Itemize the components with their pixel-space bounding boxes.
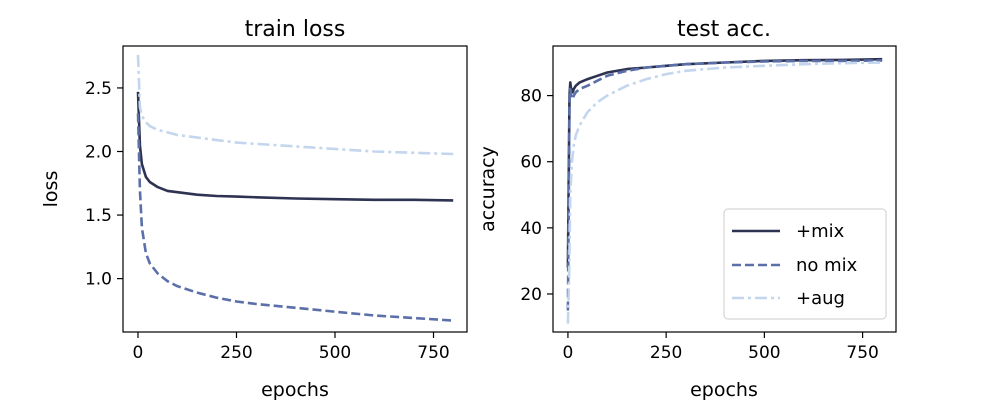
legend-label-aug: +aug bbox=[796, 288, 845, 309]
train-loss-xtick-label: 500 bbox=[319, 343, 351, 363]
train-loss-panel: train loss 0 250 500 750 1.0 1.5 2.0 2.5 epoch… bbox=[40, 17, 468, 401]
legend-frame bbox=[723, 208, 887, 320]
test-acc-title: test acc. bbox=[677, 17, 771, 42]
train-loss-xlabel: epochs bbox=[261, 379, 329, 401]
train-loss-y-ticks: 1.0 1.5 2.0 2.5 bbox=[85, 79, 123, 290]
test-acc-series bbox=[566, 57, 883, 324]
test-acc-x-ticks: 0 250 500 750 bbox=[563, 332, 879, 363]
train-loss-series-no-mix bbox=[136, 113, 454, 322]
test-acc-panel: test acc. 0 250 500 750 20 40 60 80 epochs acc… bbox=[477, 17, 897, 401]
train-loss-ytick-label: 2.0 bbox=[85, 143, 112, 163]
train-loss-x-ticks: 0 250 500 750 bbox=[133, 332, 450, 363]
test-acc-ytick-label: 80 bbox=[520, 87, 542, 107]
test-acc-ytick-label: 40 bbox=[520, 219, 542, 239]
train-loss-xtick-label: 250 bbox=[220, 343, 252, 363]
test-acc-ytick-label: 20 bbox=[520, 285, 542, 305]
test-acc-ytick-label: 60 bbox=[520, 153, 542, 173]
train-loss-series bbox=[136, 54, 454, 322]
legend-label-no-mix: no mix bbox=[796, 255, 858, 276]
train-loss-ytick-label: 1.5 bbox=[85, 206, 112, 226]
test-acc-series-mix bbox=[566, 57, 883, 268]
test-acc-y-ticks: 20 40 60 80 bbox=[520, 87, 553, 305]
train-loss-ytick-label: 1.0 bbox=[85, 270, 112, 290]
train-loss-title: train loss bbox=[245, 17, 346, 42]
train-loss-xtick-label: 0 bbox=[133, 343, 144, 363]
test-acc-xtick-label: 500 bbox=[748, 343, 780, 363]
test-acc-series-no-mix bbox=[566, 59, 883, 311]
test-acc-axes-frame bbox=[552, 45, 897, 333]
train-loss-xtick-label: 750 bbox=[417, 343, 449, 363]
test-acc-xtick-label: 750 bbox=[846, 343, 878, 363]
test-acc-xtick-label: 250 bbox=[650, 343, 682, 363]
test-acc-xtick-label: 0 bbox=[563, 343, 574, 363]
train-loss-axes-frame bbox=[122, 45, 468, 333]
train-loss-series-aug bbox=[136, 54, 454, 156]
test-acc-series-aug bbox=[566, 61, 883, 324]
train-loss-ytick-label: 2.5 bbox=[85, 79, 112, 99]
train-loss-series-mix bbox=[136, 91, 454, 202]
train-loss-ylabel: loss bbox=[40, 171, 62, 208]
legend-label-mix: +mix bbox=[796, 221, 845, 242]
test-acc-xlabel: epochs bbox=[690, 379, 758, 401]
test-acc-ylabel: accuracy bbox=[477, 146, 499, 232]
legend: +mix no mix +aug bbox=[723, 208, 887, 320]
